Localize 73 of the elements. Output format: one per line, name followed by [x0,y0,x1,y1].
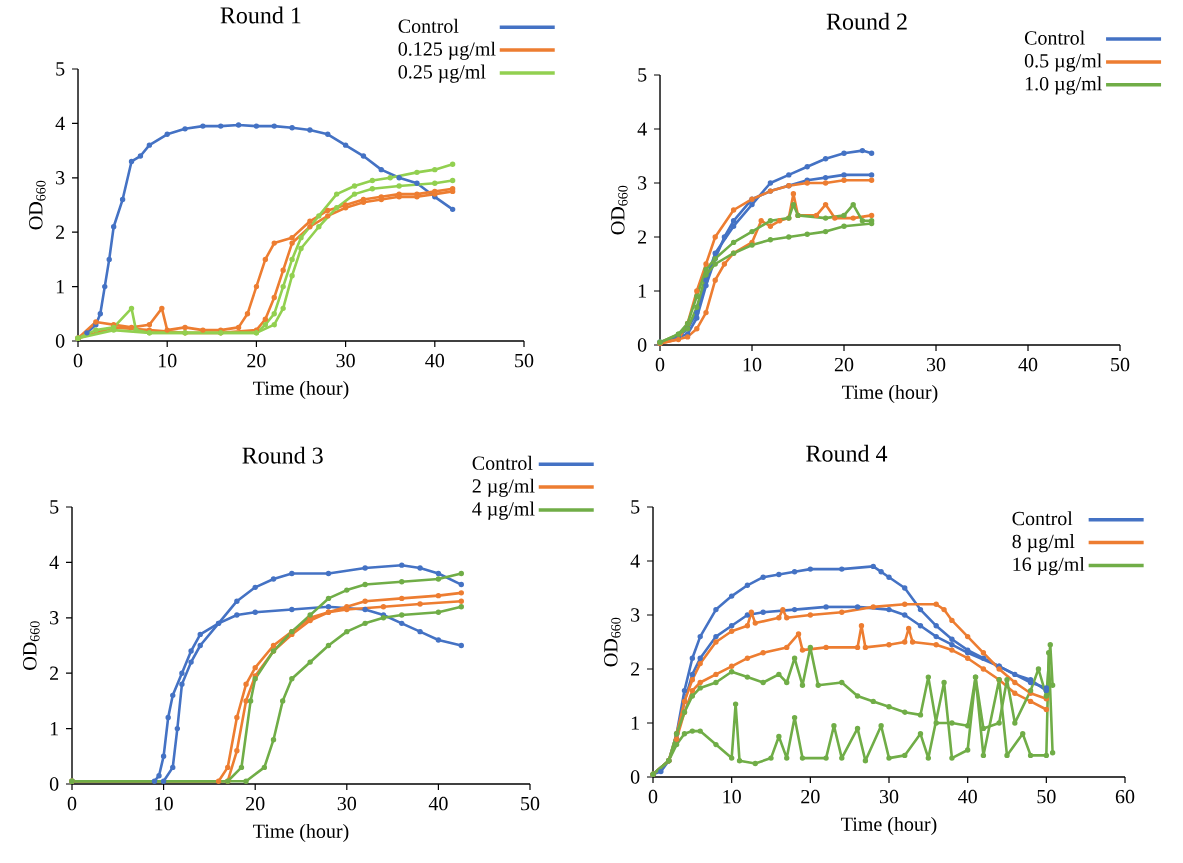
legend-label: 8 µg/ml [1012,534,1075,553]
y-tick-label: 3 [56,171,65,185]
x-tick-label: 20 [801,789,820,804]
y-tick-label: 1 [631,716,639,730]
y-tick-label: 2 [56,225,65,239]
legend-label: 0.125 µg/ml [398,41,496,60]
legend-label: 0.25 µg/ml [398,64,486,83]
y-tick-label: 1 [638,284,646,298]
x-axis-title: Time (hour) [253,823,349,843]
x-tick-label: 50 [515,353,534,368]
y-tick-label: 1 [50,722,58,736]
y-tick-label: 0 [630,770,640,784]
y-tick-label: 0 [55,334,65,348]
y-axis-title: OD$_{660}$ [604,617,621,667]
x-tick-label: 10 [723,789,741,804]
x-tick-label: 50 [1037,789,1056,804]
chart-title: Round 4 [806,444,888,462]
y-tick-label: 3 [631,608,640,622]
y-tick-label: 5 [50,500,59,514]
x-axis-title: Time (hour) [253,380,349,400]
x-tick-label: 40 [958,789,977,804]
x-tick-label: 20 [834,357,854,372]
y-tick-label: 4 [630,554,640,568]
x-tick-label: 20 [246,796,265,811]
x-tick-label: 30 [879,789,899,804]
x-axis-title: Time (hour) [842,384,938,404]
x-axis-title: Time (hour) [841,816,937,836]
y-tick-label: 0 [637,338,647,352]
legend-label: Control [398,18,459,33]
x-tick-label: 20 [247,353,266,368]
y-tick-label: 5 [56,62,65,76]
legend-label: 4 µg/ml [472,501,535,520]
y-axis-title: OD$_{660}$ [611,185,628,235]
y-tick-label: 4 [49,555,59,569]
y-tick-label: 5 [638,68,647,82]
x-tick-label: 40 [425,353,445,368]
y-tick-label: 4 [55,116,65,130]
chart-title: Round 3 [242,446,323,464]
x-tick-label: 50 [1111,357,1130,372]
y-tick-label: 4 [637,122,647,136]
y-tick-label: 3 [50,611,59,625]
legend-label: Control [1024,30,1085,45]
legend-label: Control [472,455,533,470]
x-tick-label: 10 [158,353,177,368]
legend-label: Control [1012,511,1073,526]
x-tick-label: 30 [336,353,355,368]
x-tick-label: 0 [648,789,658,804]
x-tick-label: 40 [1018,357,1038,372]
x-tick-label: 10 [155,796,173,811]
y-tick-label: 0 [49,777,59,791]
x-tick-label: 0 [655,357,665,372]
y-tick-label: 5 [631,500,640,514]
x-tick-label: 0 [73,353,83,368]
y-axis-title: OD$_{660}$ [29,180,46,230]
legend-label: 16 µg/ml [1013,556,1085,576]
chart-title: Round 2 [826,12,907,30]
legend-label: 2 µg/ml [472,478,535,497]
y-tick-label: 3 [638,176,647,190]
x-tick-label: 30 [926,357,946,372]
legend-label: 1.0 µg/ml [1025,76,1102,95]
x-tick-label: 50 [521,796,540,811]
chart-title: Round 1 [220,6,301,24]
y-axis-title: OD$_{660}$ [23,621,40,670]
x-tick-label: 30 [337,796,357,811]
x-tick-label: 0 [67,796,77,811]
y-tick-label: 2 [631,662,640,676]
x-tick-label: 10 [743,357,762,372]
y-tick-label: 2 [50,666,59,680]
legend-label: 0.5 µg/ml [1024,53,1102,72]
x-tick-label: 60 [1115,789,1135,804]
x-tick-label: 40 [428,796,448,811]
y-tick-label: 2 [638,230,647,244]
y-tick-label: 1 [56,279,64,294]
